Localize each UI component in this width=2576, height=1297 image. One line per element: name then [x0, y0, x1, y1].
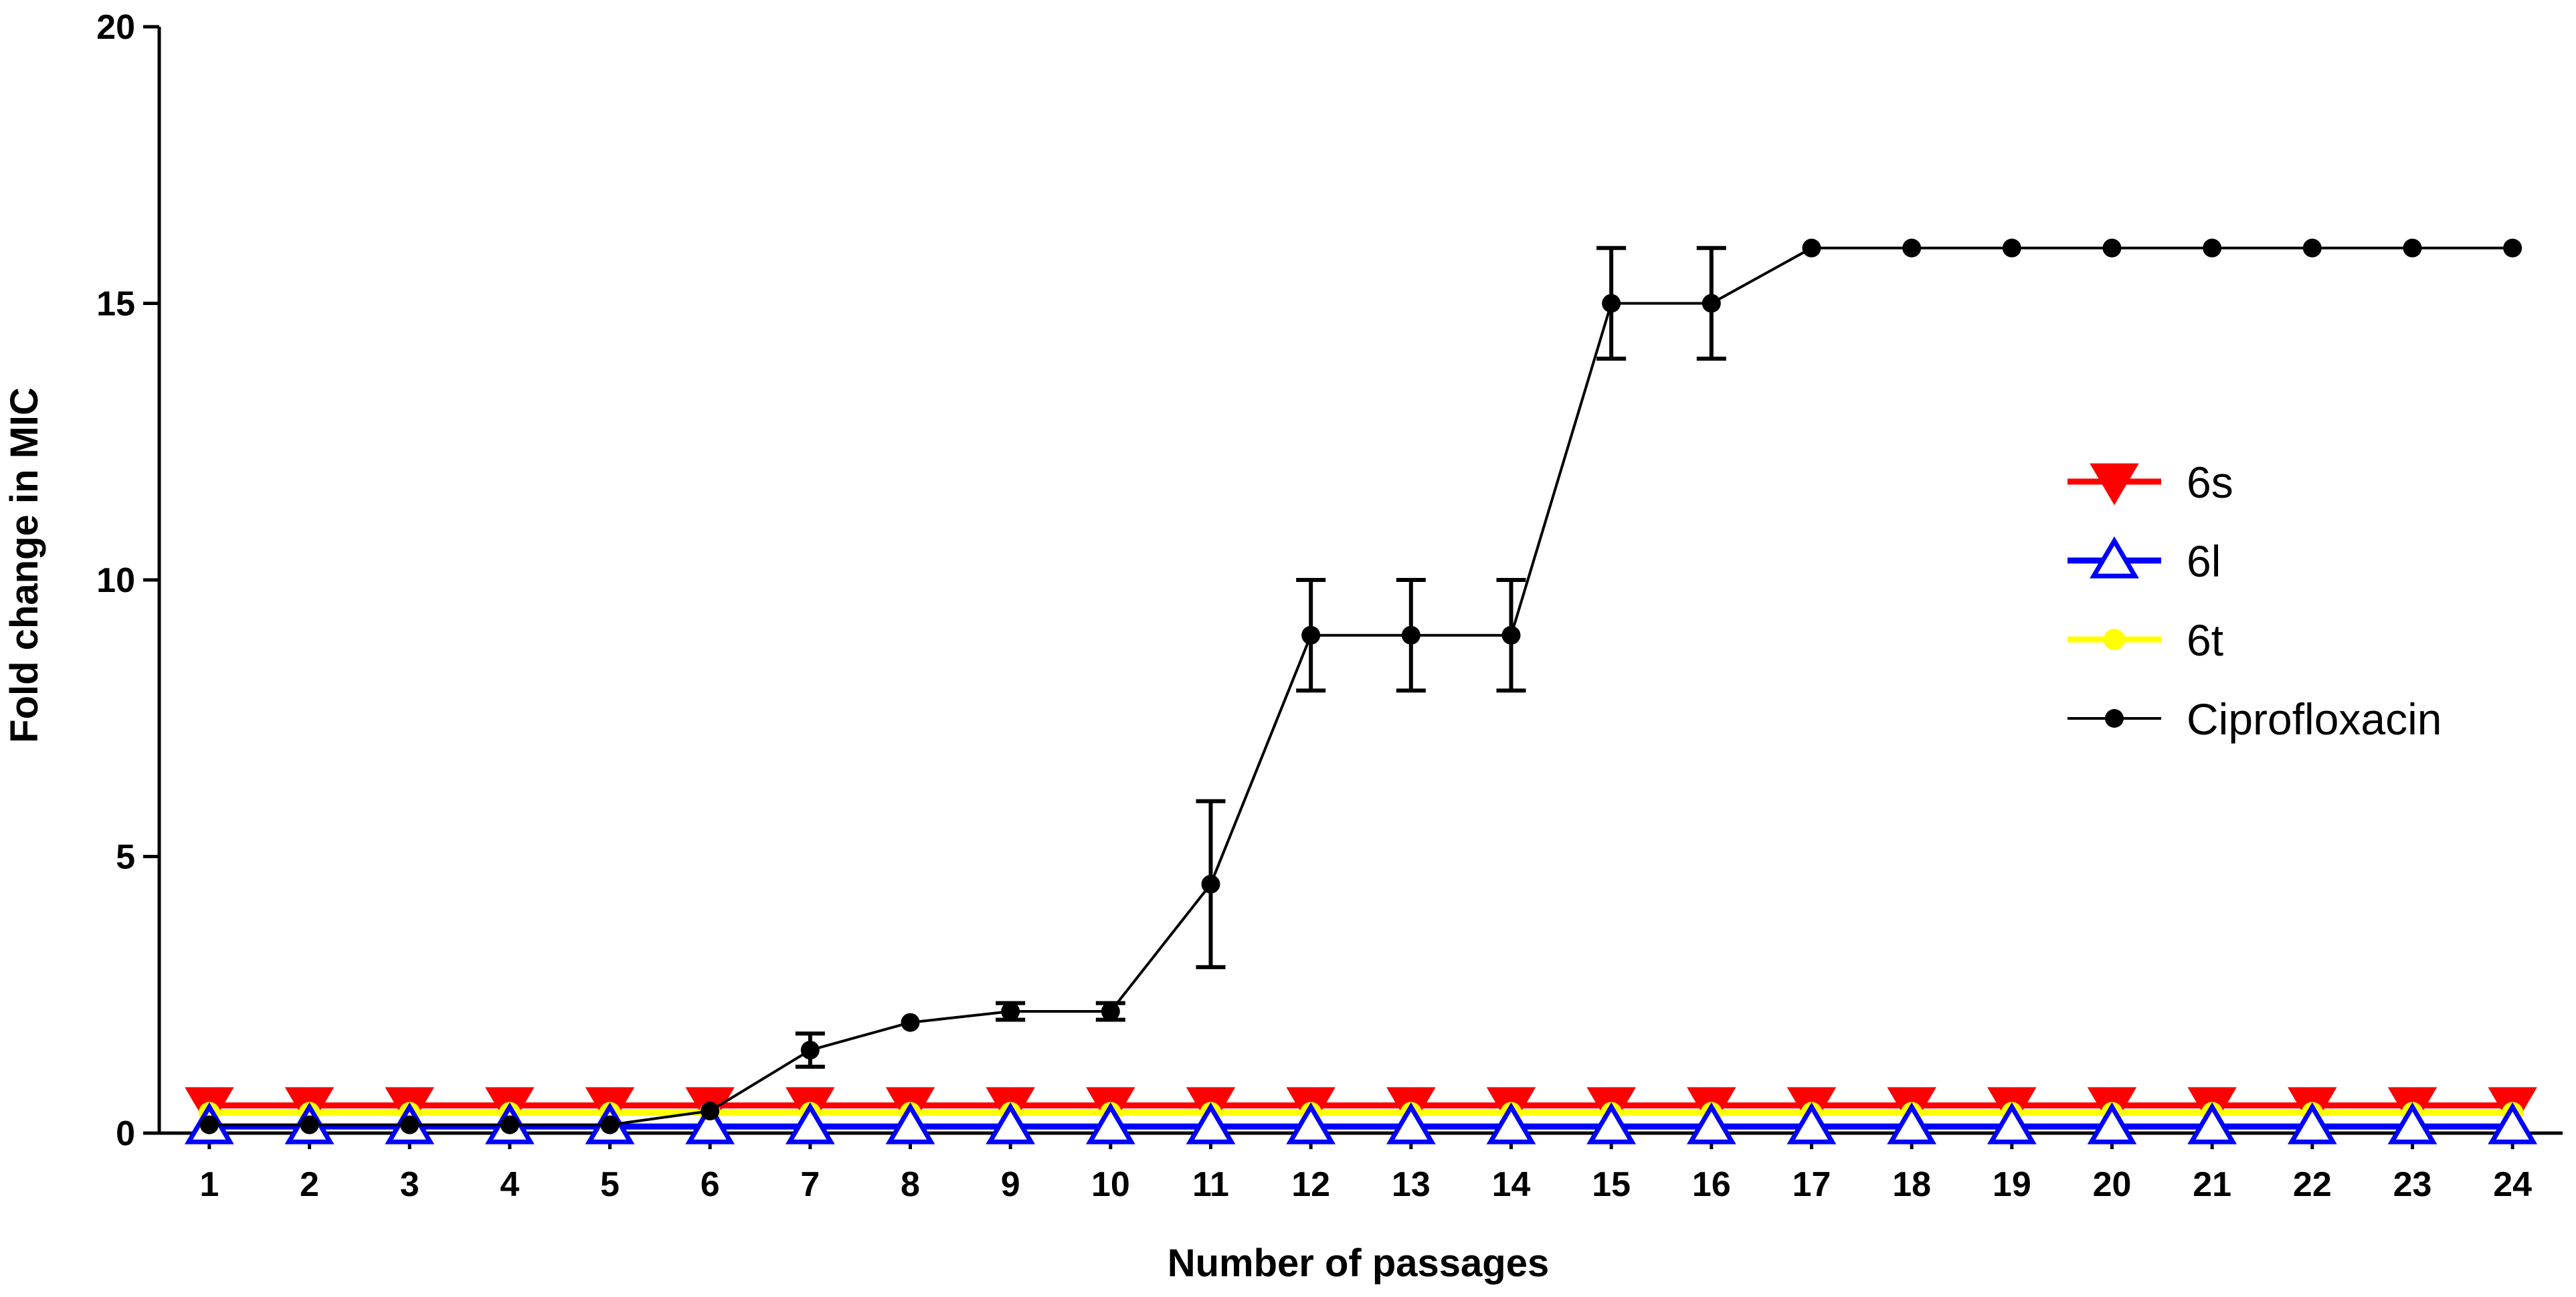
legend-item-6l: 6l [2067, 536, 2221, 586]
data-point [1701, 294, 1721, 313]
data-point [2087, 1102, 2137, 1144]
x-tick-label: 11 [1192, 1165, 1229, 1204]
x-tick-label: 6 [701, 1165, 720, 1204]
legend-item-ciprofloxacin: Ciprofloxacin [2067, 694, 2442, 744]
data-point [2287, 1102, 2337, 1144]
data-point [400, 1115, 420, 1134]
legend-marker [2105, 709, 2124, 728]
data-point [1686, 1102, 1736, 1144]
data-point [1386, 1102, 1436, 1144]
x-tick-label: 21 [2193, 1165, 2231, 1204]
x-tick-label: 9 [1001, 1165, 1020, 1204]
x-tick-label: 23 [2393, 1165, 2432, 1204]
y-tick-label: 20 [96, 8, 135, 47]
x-tick-label: 15 [1592, 1165, 1631, 1204]
legend-item-6s: 6s [2067, 458, 2233, 507]
x-tick-label: 22 [2293, 1165, 2332, 1204]
legend-marker [2090, 536, 2139, 579]
data-point [800, 1040, 820, 1060]
x-axis-ticks: 1 2 3 4 5 6 7 8 9 10 11 12 13 14 15 16 17 18 19 20 21 22 23 24 [199, 1133, 2532, 1204]
x-tick-label: 2 [300, 1165, 319, 1204]
y-tick-label: 0 [116, 1114, 135, 1153]
y-axis-title: Fold change in MIC [3, 387, 46, 743]
series-ciprofloxacin [199, 238, 2522, 1134]
data-point [1401, 625, 1420, 645]
x-tick-label: 10 [1091, 1165, 1130, 1204]
legend: 6s 6l 6t Ciprofloxacin [2067, 458, 2442, 744]
data-point [1902, 238, 1922, 258]
data-point [600, 1115, 620, 1134]
data-point [500, 1115, 519, 1134]
data-point [2488, 1102, 2538, 1144]
data-point [2102, 238, 2122, 258]
data-point [1186, 1102, 1236, 1144]
legend-marker [2090, 463, 2139, 506]
series-6l [184, 1102, 2538, 1144]
x-tick-label: 17 [1792, 1165, 1831, 1204]
data-point [986, 1102, 1036, 1144]
x-tick-label: 18 [1892, 1165, 1931, 1204]
data-point [901, 1013, 920, 1032]
data-point [685, 1102, 735, 1144]
data-point [1286, 1102, 1336, 1144]
legend-label: 6t [2187, 615, 2223, 665]
data-point [701, 1101, 720, 1120]
x-tick-label: 3 [400, 1165, 420, 1204]
data-point [1301, 625, 1321, 645]
legend-item-6t: 6t [2067, 615, 2223, 665]
data-point [2403, 238, 2422, 258]
data-point [1101, 1002, 1120, 1021]
data-point [1586, 1102, 1637, 1144]
data-point [785, 1102, 835, 1144]
data-point [2187, 1102, 2237, 1144]
legend-label: 6l [2187, 536, 2221, 586]
y-tick-label: 15 [96, 285, 135, 324]
data-point [1786, 1102, 1837, 1144]
data-point [1201, 874, 1220, 894]
data-point [1001, 1002, 1020, 1021]
data-point [1802, 238, 1821, 258]
x-axis-title: Number of passages [1168, 1241, 1550, 1285]
x-tick-label: 8 [901, 1165, 920, 1204]
series-line [209, 246, 2513, 1126]
data-point [300, 1115, 319, 1134]
x-tick-label: 1 [199, 1165, 219, 1204]
series-6s [185, 1087, 2537, 1129]
x-tick-label: 16 [1692, 1165, 1731, 1204]
x-tick-label: 4 [500, 1165, 519, 1204]
data-point [1486, 1102, 1536, 1144]
legend-marker [2104, 629, 2125, 650]
data-point [885, 1102, 935, 1144]
series-layer [184, 238, 2538, 1144]
data-point [2302, 238, 2322, 258]
x-tick-label: 7 [800, 1165, 820, 1204]
x-tick-label: 24 [2493, 1165, 2532, 1204]
x-tick-label: 5 [600, 1165, 620, 1204]
data-point [2203, 238, 2222, 258]
data-point [1602, 294, 1621, 313]
x-tick-label: 14 [1492, 1165, 1531, 1204]
x-tick-label: 12 [1291, 1165, 1330, 1204]
legend-label: 6s [2187, 458, 2233, 507]
y-axis-ticks: 0 5 10 15 20 [96, 8, 159, 1153]
x-tick-label: 19 [1993, 1165, 2031, 1204]
data-point [1987, 1102, 2037, 1144]
data-point [1501, 625, 1521, 645]
data-point [1887, 1102, 1937, 1144]
data-point [2503, 238, 2522, 258]
x-tick-label: 13 [1392, 1165, 1431, 1204]
data-point [199, 1115, 219, 1134]
y-tick-label: 5 [116, 838, 135, 877]
legend-label: Ciprofloxacin [2187, 694, 2442, 744]
y-tick-label: 10 [96, 561, 135, 600]
x-tick-label: 20 [2093, 1165, 2132, 1204]
data-point [2387, 1102, 2437, 1144]
data-point [1085, 1102, 1135, 1144]
data-point [2002, 238, 2021, 258]
